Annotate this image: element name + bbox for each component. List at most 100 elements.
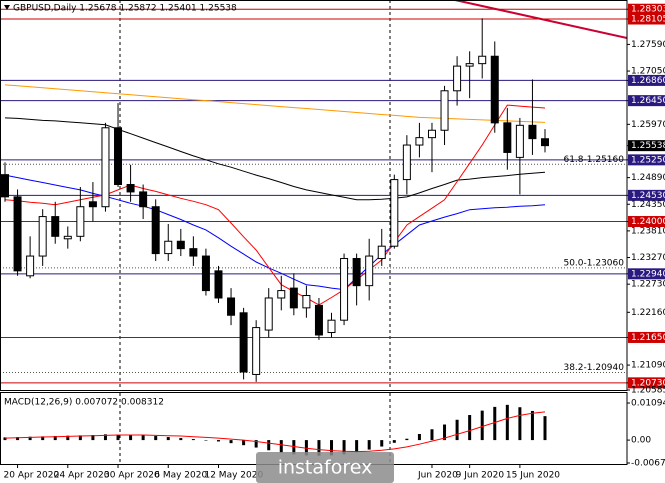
macd-bar xyxy=(530,410,534,441)
macd-bar xyxy=(28,436,32,441)
candle-body xyxy=(352,258,361,287)
y-tick-label-bg xyxy=(628,140,665,152)
candle-body xyxy=(365,255,374,287)
y-tick-label: 1.24530 xyxy=(631,191,665,201)
candle-body xyxy=(541,138,549,147)
candle-body xyxy=(327,319,336,334)
candle-body xyxy=(126,184,135,193)
macd-bar xyxy=(116,434,120,441)
macd-bar xyxy=(543,416,547,441)
macd-bar xyxy=(53,436,57,441)
candle-body xyxy=(314,304,323,336)
candle-body xyxy=(164,240,173,255)
macd-bar xyxy=(405,438,409,441)
macd-bar xyxy=(254,440,258,448)
macd-bar xyxy=(430,429,434,441)
macd-bar xyxy=(417,433,421,441)
macd-bar xyxy=(468,415,472,441)
candle-body xyxy=(26,255,35,277)
macd-bar xyxy=(518,407,522,441)
x-tick-label: 20 Apr 2020 xyxy=(4,471,60,481)
candle-body xyxy=(1,174,9,198)
y-tick-label: 1.20585 xyxy=(631,386,665,396)
y-tick-label: 1.22730 xyxy=(631,280,665,290)
y-tick-label: 1.27590 xyxy=(631,40,665,50)
macd-bar xyxy=(191,439,195,441)
y-tick-label-bg xyxy=(628,377,665,389)
y-tick-label-bg xyxy=(628,216,665,228)
candle-body xyxy=(289,287,298,309)
macd-bar xyxy=(505,404,509,441)
candle-body xyxy=(51,216,60,237)
y-tick-label: 1.26860 xyxy=(631,76,665,86)
y-tick-label: 1.24890 xyxy=(631,173,665,183)
macd-bar xyxy=(380,440,384,447)
x-tick-label: 9 Jun 2020 xyxy=(456,471,505,481)
candle-body xyxy=(214,270,223,299)
candle-body xyxy=(176,240,185,250)
candle-body xyxy=(478,55,487,65)
macd-bar xyxy=(204,440,208,441)
candle-body xyxy=(264,297,273,331)
y-tick-label-bg xyxy=(628,189,665,201)
y-tick-label: 1.28303 xyxy=(631,5,665,15)
candle-body xyxy=(13,196,22,272)
y-tick-label: 0.010942 xyxy=(631,399,665,409)
y-tick-label: 0.00 xyxy=(631,436,651,446)
macd-bar xyxy=(103,434,107,441)
macd-bar xyxy=(91,435,95,441)
macd-bar xyxy=(229,440,233,444)
candle-body xyxy=(227,297,236,316)
candle-body xyxy=(101,127,110,208)
fibo-label: 61.8-1.25160 xyxy=(563,155,624,165)
y-tick-label: 1.24000 xyxy=(631,217,665,227)
indicator-line xyxy=(4,84,546,123)
menu-icon xyxy=(4,5,10,10)
x-tick-label: 12 May 2020 xyxy=(204,471,263,481)
macd-bar xyxy=(3,437,7,441)
candle-body xyxy=(252,327,261,375)
x-tick-label: 6 May 2020 xyxy=(154,471,207,481)
macd-bar xyxy=(16,437,20,441)
y-tick-label-bg xyxy=(628,268,665,280)
candle-body xyxy=(440,90,449,131)
indicator-line xyxy=(4,117,546,201)
candle-body xyxy=(114,127,123,186)
y-tick-label: 1.21090 xyxy=(631,361,665,371)
y-tick-label: 1.23810 xyxy=(631,226,665,236)
candle-body xyxy=(340,258,349,321)
macd-bar xyxy=(66,435,70,441)
macd-bar xyxy=(392,440,396,443)
y-tick-label-bg xyxy=(628,13,665,25)
y-tick-label-bg xyxy=(628,331,665,343)
y-tick-label: 1.22160 xyxy=(631,308,665,318)
x-tick-label: 15 Jun 2020 xyxy=(506,471,560,481)
y-tick-label-bg xyxy=(628,3,665,15)
price-pane: 61.8-1.25160 50.0-1.23060 38.2-1.20940 xyxy=(0,0,627,390)
macd-bar xyxy=(317,440,321,456)
candle-body xyxy=(76,206,85,237)
candle-body xyxy=(515,124,524,158)
x-tick-label: 24 Apr 2020 xyxy=(54,471,110,481)
watermark-text: instaforex xyxy=(278,457,373,479)
fibo-label: 50.0-1.23060 xyxy=(563,258,624,268)
indicator-line xyxy=(4,104,546,306)
y-tick-label: 1.27050 xyxy=(631,67,665,77)
macd-bar xyxy=(179,438,183,441)
macd-bar xyxy=(355,440,359,453)
macd-pane xyxy=(3,393,547,465)
y-tick-label: 1.25538 xyxy=(631,141,665,151)
macd-bar xyxy=(292,440,296,455)
watermark-box xyxy=(256,452,394,483)
candle-body xyxy=(390,179,399,247)
macd-bar xyxy=(330,440,334,456)
candle-body xyxy=(465,63,474,67)
x-tick-label: 30 Apr 2020 xyxy=(104,471,160,481)
candle-body xyxy=(302,295,311,309)
x-tick-label: Jun 2020 xyxy=(417,471,458,481)
macd-bar xyxy=(279,440,283,453)
candle-body xyxy=(38,216,47,257)
